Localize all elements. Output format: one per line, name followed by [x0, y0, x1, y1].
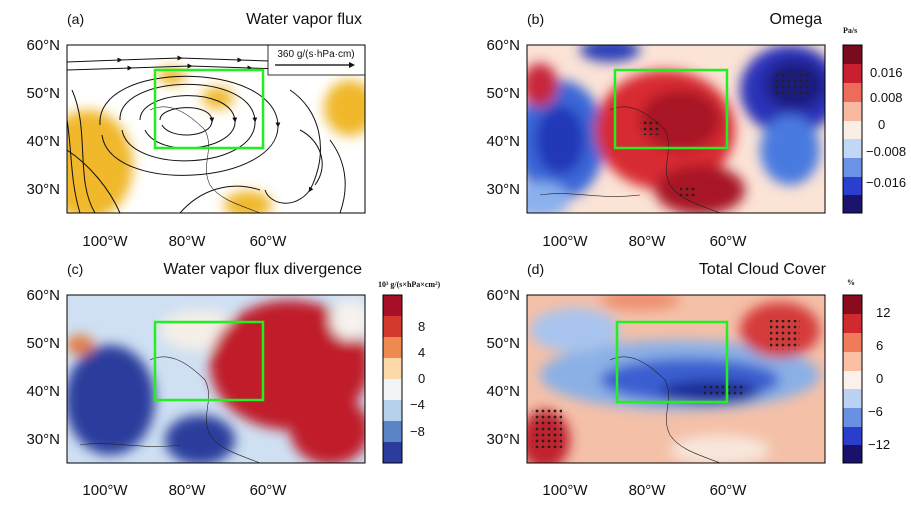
panel-a: 360 g/(s·hPa·cm) (a) Water vapor flux: [66, 11, 366, 214]
colorbar-tick-label: 12: [876, 305, 890, 320]
colorbar-unit: %: [847, 278, 855, 287]
panel-label: (d): [527, 261, 544, 277]
lon-label: 60°W: [710, 482, 748, 499]
colorbar-tick-label: −0.016: [866, 175, 906, 190]
lon-label: 80°W: [629, 482, 667, 499]
lat-label: 40°N: [26, 383, 60, 400]
lon-label: 60°W: [250, 482, 288, 499]
lon-label: 80°W: [629, 233, 667, 250]
lon-label: 80°W: [169, 233, 207, 250]
panel-title: Water vapor flux: [246, 11, 362, 28]
colorbar-unit: 10³ g/(s×hPa×cm²): [378, 280, 440, 289]
panel-label: (c): [67, 261, 83, 277]
lat-label: 40°N: [26, 133, 60, 150]
colorbar-unit: Pa/s: [843, 26, 857, 35]
lon-label: 80°W: [169, 482, 207, 499]
panel-label: (b): [527, 11, 544, 27]
lon-label: 60°W: [250, 233, 288, 250]
lat-label: 30°N: [26, 181, 60, 198]
panel-label: (a): [67, 11, 84, 27]
colorbar-tick-label: 6: [876, 338, 883, 353]
lon-label: 100°W: [82, 233, 128, 250]
colorbar-tick-label: −8: [410, 424, 425, 439]
lat-label: 60°N: [26, 37, 60, 54]
panel-b: (b) Omega Pa/s 0.016 0.008 0 −0.008 −0.0…: [526, 11, 906, 214]
lon-label: 100°W: [542, 482, 588, 499]
colorbar-tick-label: 0: [418, 371, 425, 386]
colorbar-tick-label: 0.008: [870, 90, 903, 105]
lat-label: 50°N: [26, 85, 60, 102]
lat-label: 30°N: [26, 431, 60, 448]
panel-title: Water vapor flux divergence: [163, 261, 362, 278]
lat-label: 60°N: [486, 287, 520, 304]
colorbar-tick-label: 0: [876, 371, 883, 386]
colorbar: 10³ g/(s×hPa×cm²) 8 4 0 −4 −8: [378, 280, 440, 464]
colorbar-tick-label: −6: [868, 404, 883, 419]
colorbar: % 12 6 0 −6 −12: [842, 278, 890, 464]
colorbar-tick-label: 8: [418, 319, 425, 334]
reference-vector-label: 360 g/(s·hPa·cm): [277, 49, 354, 60]
lat-label: 50°N: [486, 335, 520, 352]
lat-label: 60°N: [486, 37, 520, 54]
lat-label: 60°N: [26, 287, 60, 304]
colorbar: Pa/s 0.016 0.008 0 −0.008 −0.016: [842, 26, 906, 214]
panel-d: (d) Total Cloud Cover % 12 6 0 −6 −12: [526, 261, 890, 464]
lon-label: 60°W: [710, 233, 748, 250]
lat-label: 30°N: [486, 431, 520, 448]
colorbar-tick-label: 4: [418, 345, 425, 360]
lat-label: 50°N: [26, 335, 60, 352]
colorbar-tick-label: 0: [878, 117, 885, 132]
lat-label: 50°N: [486, 85, 520, 102]
colorbar-tick-label: −4: [410, 397, 425, 412]
panel-title: Total Cloud Cover: [699, 261, 827, 278]
lat-label: 40°N: [486, 133, 520, 150]
lon-label: 100°W: [542, 233, 588, 250]
lon-label: 100°W: [82, 482, 128, 499]
panel-c: (c) Water vapor flux divergence 10³ g/(s…: [66, 261, 440, 464]
lat-label: 30°N: [486, 181, 520, 198]
axis-labels: 60°N 50°N 40°N 30°N 60°N 50°N 40°N 30°N …: [26, 37, 747, 499]
panel-title: Omega: [770, 11, 823, 28]
colorbar-tick-label: 0.016: [870, 65, 903, 80]
lat-label: 40°N: [486, 383, 520, 400]
colorbar-tick-label: −12: [868, 437, 890, 452]
colorbar-tick-label: −0.008: [866, 144, 906, 159]
